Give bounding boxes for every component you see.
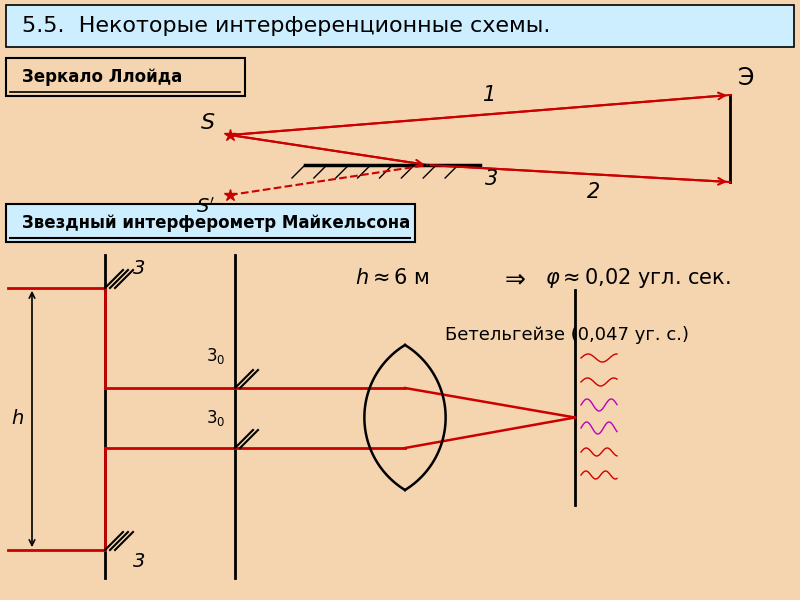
Text: 3: 3 xyxy=(133,259,146,278)
Text: 3: 3 xyxy=(485,169,498,189)
Text: $h \approx 6$ м: $h \approx 6$ м xyxy=(355,268,430,288)
Text: $3_0$: $3_0$ xyxy=(206,346,225,366)
Text: 2: 2 xyxy=(587,182,600,202)
FancyBboxPatch shape xyxy=(6,204,415,242)
Text: Э: Э xyxy=(738,66,754,90)
Text: Звездный интерферометр Майкельсона: Звездный интерферометр Майкельсона xyxy=(22,214,410,232)
Text: $3_0$: $3_0$ xyxy=(206,408,225,428)
Text: $S$: $S$ xyxy=(199,113,215,133)
Text: 1: 1 xyxy=(483,85,497,105)
Text: $h$: $h$ xyxy=(11,409,24,428)
FancyBboxPatch shape xyxy=(6,5,794,47)
Text: Зеркало Ллойда: Зеркало Ллойда xyxy=(22,68,182,86)
Text: Бетельгейзе (0,047 уг. с.): Бетельгейзе (0,047 уг. с.) xyxy=(445,326,689,344)
Text: $S'$: $S'$ xyxy=(196,197,215,217)
Text: 3: 3 xyxy=(133,552,146,571)
FancyBboxPatch shape xyxy=(6,58,245,96)
Text: 5.5.  Некоторые интерференционные схемы.: 5.5. Некоторые интерференционные схемы. xyxy=(22,16,550,36)
Text: $\Rightarrow$: $\Rightarrow$ xyxy=(500,266,526,290)
Text: $\varphi \approx 0{,}02$ угл. сек.: $\varphi \approx 0{,}02$ угл. сек. xyxy=(545,266,730,290)
